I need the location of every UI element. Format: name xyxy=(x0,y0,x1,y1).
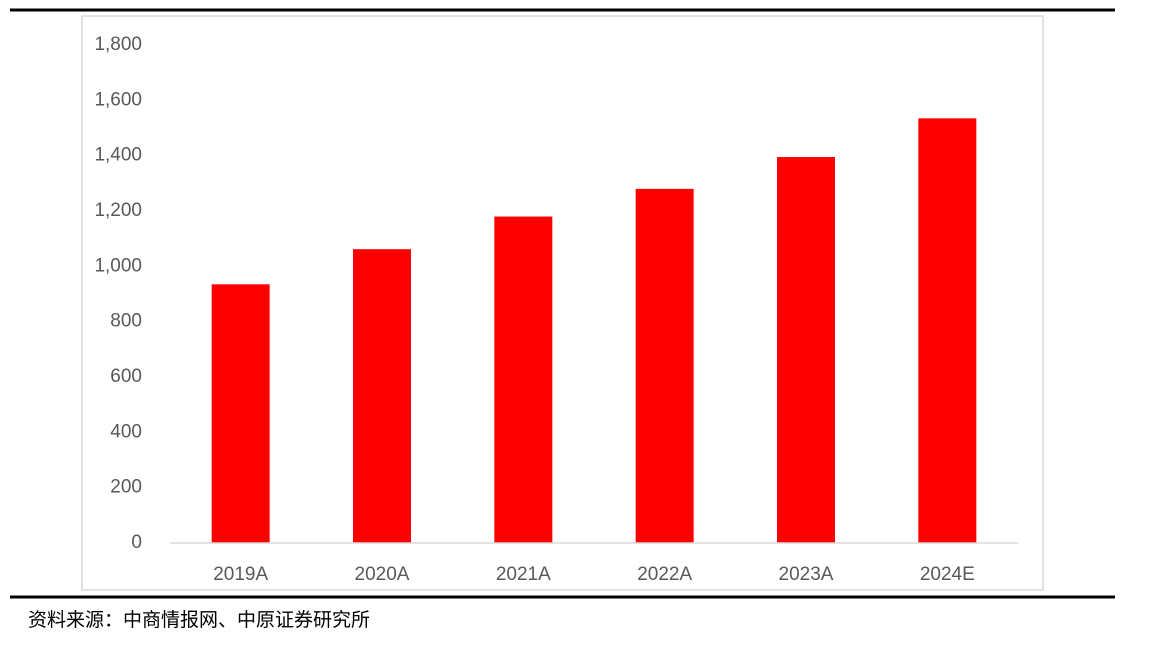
bar xyxy=(211,284,270,543)
bar xyxy=(353,249,411,543)
bar xyxy=(494,216,553,544)
chart-frame xyxy=(81,15,1044,591)
bar xyxy=(918,118,977,544)
bar xyxy=(777,157,835,544)
x-tick-label: 2023A xyxy=(779,564,834,585)
y-tick-label: 1,000 xyxy=(94,255,142,276)
y-tick-label: 1,800 xyxy=(94,34,142,55)
source-note: 资料来源：中商情报网、中原证券研究所 xyxy=(28,609,370,631)
x-tick-label: 2021A xyxy=(496,564,551,585)
bar xyxy=(635,188,694,543)
y-tick-label: 600 xyxy=(110,366,142,387)
x-tick-label: 2024E xyxy=(920,564,975,585)
x-tick-label: 2020A xyxy=(355,564,410,585)
y-tick-label: 1,600 xyxy=(94,89,142,110)
y-tick-label: 400 xyxy=(110,421,142,442)
y-tick-label: 200 xyxy=(110,477,142,498)
y-tick-label: 800 xyxy=(110,311,142,332)
x-tick-label: 2019A xyxy=(213,564,268,585)
y-tick-label: 0 xyxy=(131,532,142,553)
y-tick-label: 1,400 xyxy=(94,145,142,166)
x-tick-label: 2022A xyxy=(637,564,692,585)
y-tick-label: 1,200 xyxy=(94,200,142,221)
